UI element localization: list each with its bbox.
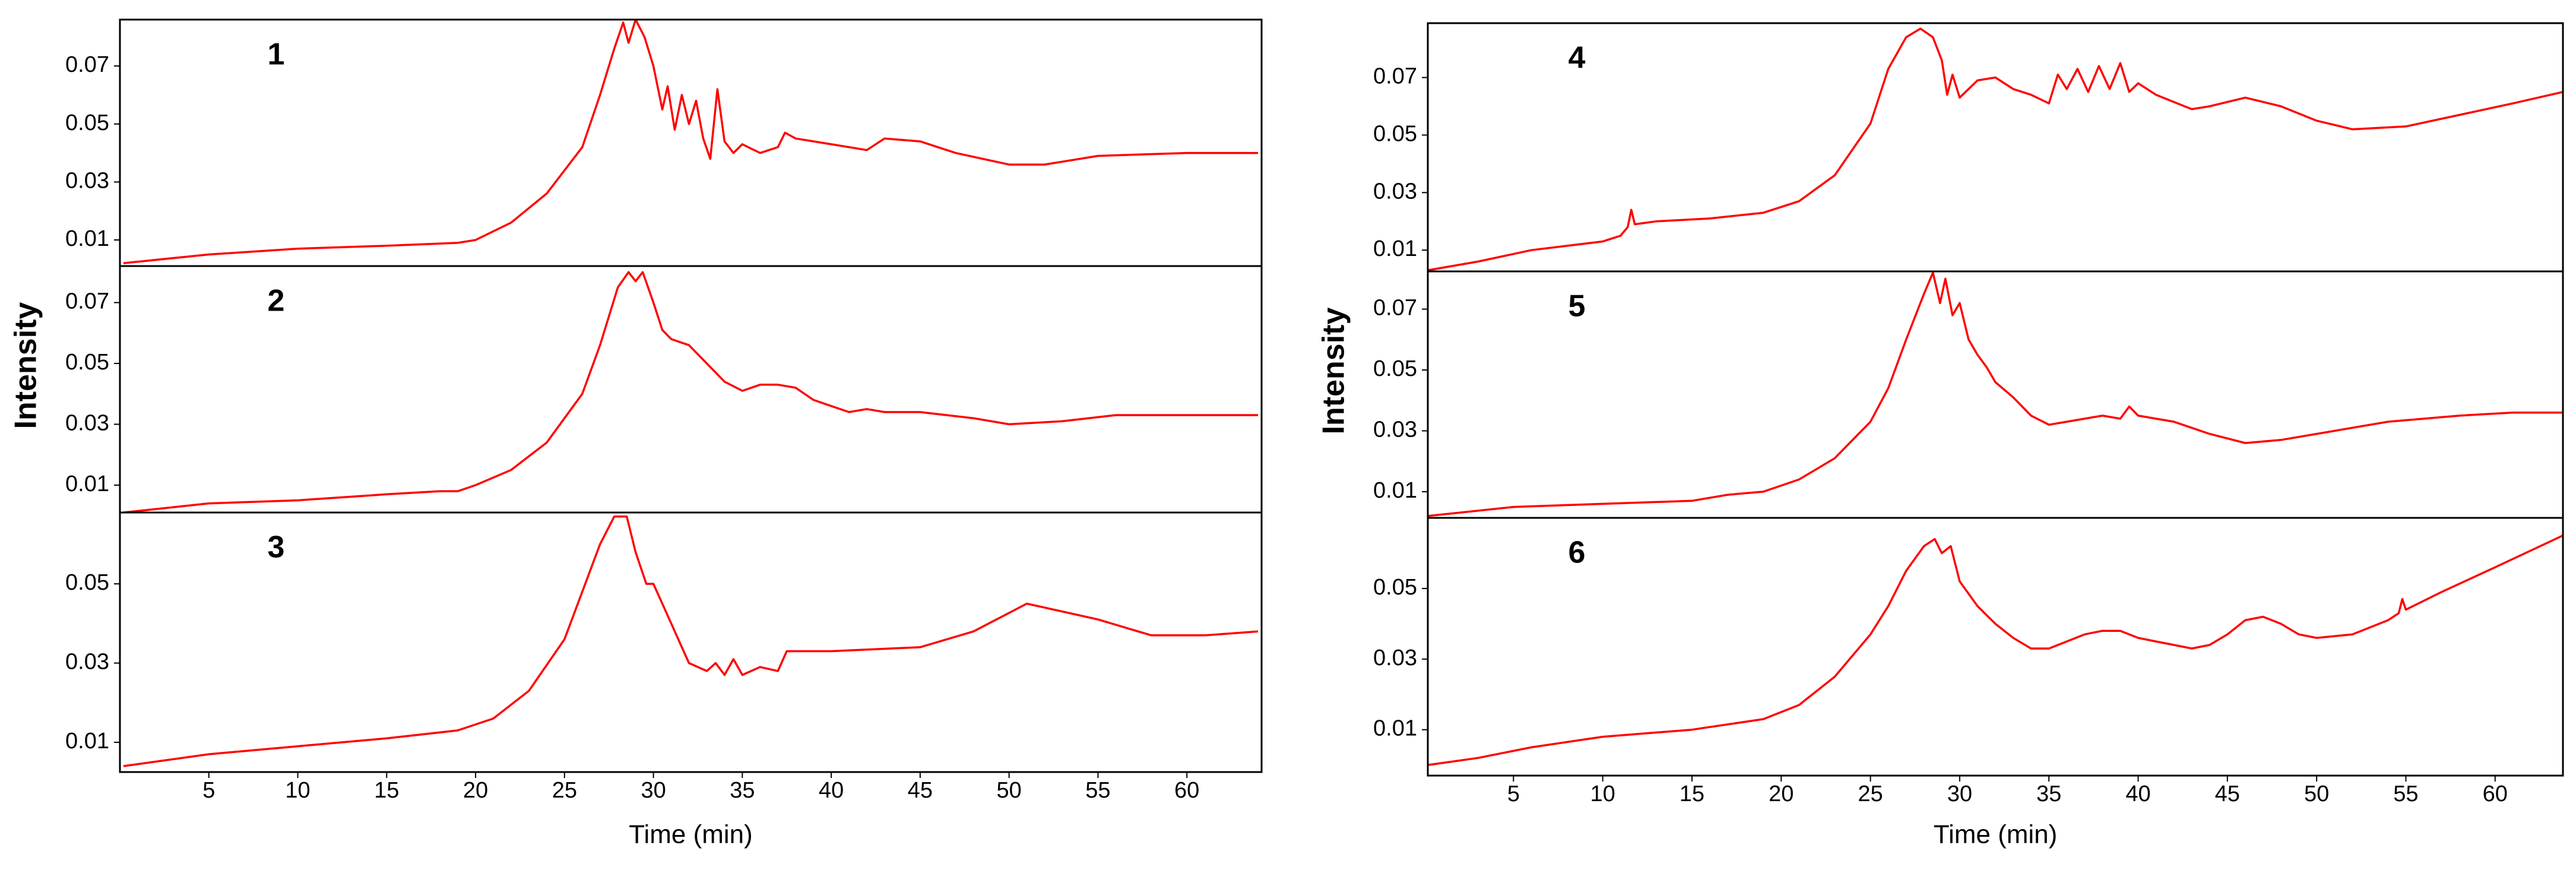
- y-tick-label: 0.05: [1373, 575, 1417, 600]
- y-tick-label: 0.03: [1373, 646, 1417, 670]
- y-tick-label: 0.01: [65, 729, 109, 754]
- x-tick-label: 60: [2483, 782, 2508, 806]
- x-tick-label: 30: [641, 778, 666, 803]
- y-tick-label: 0.01: [1373, 236, 1417, 261]
- x-tick-label: 30: [1947, 782, 1972, 806]
- data-line: [123, 271, 1258, 513]
- y-axis-label: Intensity: [1317, 308, 1351, 435]
- x-tick-label: 15: [1680, 782, 1704, 806]
- y-axis-label: Intensity: [9, 302, 43, 429]
- panel-frame: [1427, 270, 2564, 519]
- y-tick-label: 0.07: [65, 52, 109, 77]
- x-tick-label: 55: [1085, 778, 1110, 803]
- x-tick-label: 60: [1174, 778, 1199, 803]
- panel-frame: [1427, 22, 2564, 273]
- x-axis-label: Time (min): [629, 820, 753, 849]
- plot-area: [1428, 271, 2563, 517]
- x-tick-label: 10: [285, 778, 310, 803]
- x-tick-label: 45: [2215, 782, 2240, 806]
- y-tick-label: 0.05: [65, 110, 109, 135]
- data-line: [1428, 27, 2563, 271]
- y-tick-label: 0.03: [1373, 417, 1417, 442]
- panel-label: 4: [1569, 41, 1586, 75]
- panel-frame: [119, 18, 1263, 267]
- x-tick-label: 10: [1590, 782, 1615, 806]
- panel-label: 1: [268, 37, 285, 72]
- x-tick-label: 35: [730, 778, 755, 803]
- x-tick-label: 5: [202, 778, 215, 803]
- x-tick-label: 35: [2036, 782, 2061, 806]
- data-line: [123, 20, 1258, 264]
- y-tick-label: 0.05: [1373, 356, 1417, 381]
- y-tick-label: 0.05: [65, 350, 109, 375]
- data-line: [1428, 534, 2563, 766]
- x-tick-label: 40: [2125, 782, 2150, 806]
- y-tick-label: 0.01: [65, 472, 109, 496]
- plot-area: [1428, 534, 2563, 766]
- y-tick-label: 0.07: [1373, 64, 1417, 89]
- y-tick-label: 0.01: [65, 226, 109, 251]
- data-line: [123, 515, 1259, 767]
- x-tick-label: 25: [552, 778, 577, 803]
- x-tick-label: 15: [374, 778, 399, 803]
- y-tick-label: 0.05: [1373, 121, 1417, 146]
- panel-label: 3: [268, 530, 285, 565]
- plot-area: [123, 515, 1259, 767]
- plot-area: [1428, 27, 2563, 271]
- y-tick-label: 0.01: [1373, 716, 1417, 741]
- x-tick-label: 50: [997, 778, 1022, 803]
- x-tick-label: 20: [1769, 782, 1794, 806]
- panel-frame: [1427, 517, 2564, 777]
- x-tick-label: 40: [819, 778, 844, 803]
- panel-frame: [119, 511, 1263, 773]
- x-tick-label: 45: [908, 778, 933, 803]
- y-tick-label: 0.03: [65, 650, 109, 675]
- panel-frame: [119, 265, 1263, 514]
- data-line: [1428, 271, 2563, 517]
- panel-label: 6: [1569, 536, 1586, 570]
- y-tick-label: 0.03: [65, 410, 109, 435]
- y-tick-label: 0.03: [1373, 179, 1417, 204]
- y-tick-label: 0.01: [1373, 478, 1417, 503]
- x-tick-label: 50: [2304, 782, 2329, 806]
- y-tick-label: 0.05: [65, 570, 109, 595]
- x-tick-label: 25: [1858, 782, 1883, 806]
- x-axis-label: Time (min): [1934, 820, 2058, 849]
- x-tick-label: 55: [2393, 782, 2418, 806]
- panel-label: 5: [1569, 289, 1586, 324]
- y-tick-label: 0.07: [1373, 296, 1417, 321]
- x-tick-label: 5: [1507, 782, 1520, 806]
- y-tick-label: 0.07: [65, 289, 109, 314]
- panel-label: 2: [268, 284, 285, 318]
- y-tick-label: 0.03: [65, 168, 109, 193]
- x-tick-label: 20: [463, 778, 488, 803]
- plot-area: [123, 271, 1258, 513]
- plot-area: [123, 20, 1258, 264]
